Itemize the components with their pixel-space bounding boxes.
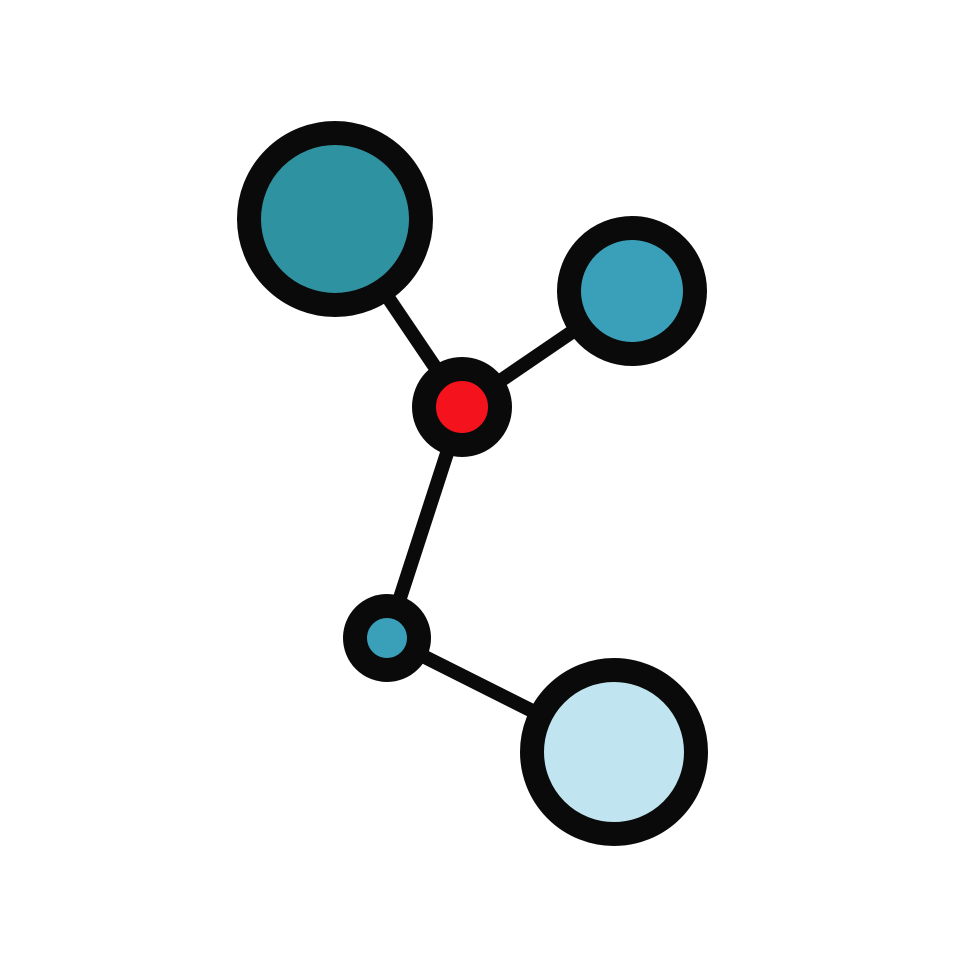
node-top-right: [569, 228, 695, 354]
node-bottom-right: [532, 670, 696, 834]
molecule-diagram: [0, 0, 980, 980]
node-center: [424, 369, 500, 445]
node-top-left: [249, 133, 421, 305]
node-lower-left: [355, 606, 419, 670]
